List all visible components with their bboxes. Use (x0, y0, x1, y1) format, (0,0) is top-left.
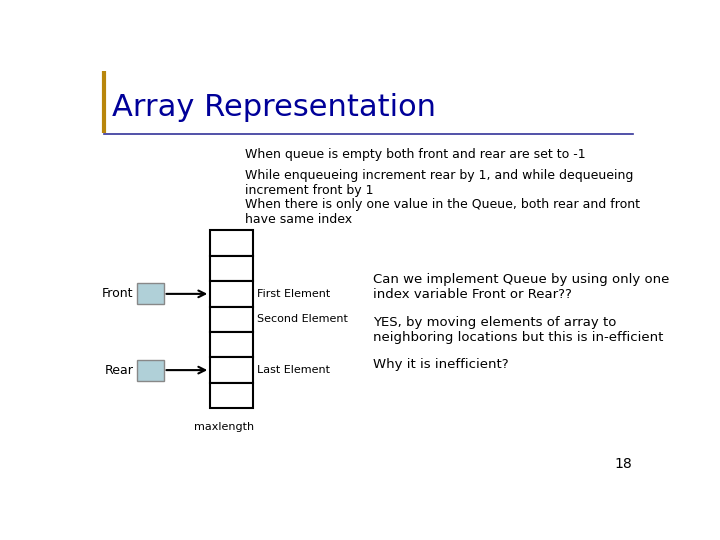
Bar (210, 332, 253, 357)
Bar (210, 231, 253, 256)
Bar (210, 281, 253, 307)
Text: Can we implement Queue by using only one
index variable Front or Rear??: Can we implement Queue by using only one… (373, 273, 670, 301)
Text: Last Element: Last Element (258, 365, 330, 375)
Text: maxlength: maxlength (194, 422, 253, 432)
Text: Front: Front (102, 287, 133, 300)
Bar (210, 256, 253, 281)
Text: Rear: Rear (104, 363, 133, 376)
Text: Array Representation: Array Representation (112, 93, 436, 122)
Text: Second Element: Second Element (258, 314, 348, 325)
Bar (137, 284, 163, 304)
Text: Why it is inefficient?: Why it is inefficient? (373, 358, 508, 371)
Bar (210, 307, 253, 332)
Bar (210, 357, 253, 383)
Text: First Element: First Element (258, 289, 330, 299)
Text: When there is only one value in the Queue, both rear and front
have same index: When there is only one value in the Queu… (245, 198, 640, 226)
Text: When queue is empty both front and rear are set to -1: When queue is empty both front and rear … (245, 148, 585, 161)
Bar (137, 360, 163, 381)
Bar (210, 383, 253, 408)
Text: 18: 18 (615, 457, 632, 471)
Text: While enqueueing increment rear by 1, and while dequeueing
increment front by 1: While enqueueing increment rear by 1, an… (245, 168, 634, 197)
Text: YES, by moving elements of array to
neighboring locations but this is in-efficie: YES, by moving elements of array to neig… (373, 316, 663, 344)
